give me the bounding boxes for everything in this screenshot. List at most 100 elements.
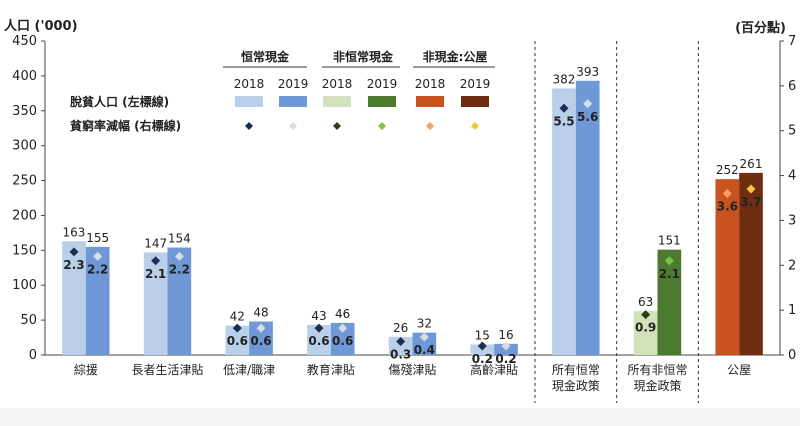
y-left-tick-label: 150 <box>12 243 37 258</box>
legend-diamond-swatch <box>333 122 341 130</box>
bar-2019 <box>412 332 437 355</box>
category-label: 所有非恒常 <box>627 363 687 377</box>
rate-2019-diamond <box>256 323 266 333</box>
y-left-tick-label: 350 <box>12 104 37 119</box>
category-label: 低津/職津 <box>223 363 275 377</box>
bar-2019-value: 46 <box>335 307 350 321</box>
bar-2019-value: 155 <box>86 231 109 245</box>
bar-2019-value: 16 <box>498 328 513 342</box>
category-label: 現金政策 <box>633 378 681 393</box>
legend: 恒常現金 非恒常現金 非現金:公屋 2018 2019 2018 2019 2018 2019 脫… <box>70 49 495 133</box>
y-right-tick-label: 1 <box>788 303 796 318</box>
legend-year: 2019 <box>367 77 398 91</box>
rate-2019-diamond <box>419 332 429 342</box>
rate-2019-label: 0.4 <box>414 343 435 357</box>
bar-2019 <box>249 321 273 355</box>
rate-2019-label: 0.6 <box>332 334 353 348</box>
bar-2019-value: 261 <box>740 157 763 171</box>
legend-diamond-swatch <box>378 122 386 130</box>
legend-row-label: 貧窮率減幅 (右標線) <box>70 118 181 133</box>
y-left-tick-label: 100 <box>12 278 37 293</box>
bar-2018 <box>62 241 86 355</box>
rate-2018-diamond <box>151 256 161 266</box>
y-left-tick-label: 200 <box>12 208 37 223</box>
legend-bar-swatch <box>416 96 444 107</box>
rate-2018-label: 0.2 <box>472 352 493 366</box>
rate-2018-label: 3.6 <box>717 200 738 214</box>
bar-2018 <box>225 325 250 355</box>
legend-bar-swatch <box>461 96 489 107</box>
legend-year: 2019 <box>460 77 491 91</box>
rate-2019-label: 0.6 <box>250 334 271 348</box>
bar-2018-value: 163 <box>63 225 86 239</box>
bar-2018 <box>633 311 658 355</box>
bar-2018 <box>307 324 331 355</box>
y-right-tick-label: 2 <box>788 258 796 273</box>
bar-2018-value: 382 <box>553 72 576 86</box>
y-right-tick-label: 7 <box>788 34 796 49</box>
rate-2019-diamond <box>746 184 756 194</box>
y-right-tick-label: 0 <box>788 348 796 363</box>
y-left-tick-label: 400 <box>12 69 37 84</box>
category-label: 教育津貼 <box>307 362 355 377</box>
bar-2019-value: 151 <box>658 234 681 248</box>
rate-2019-label: 3.7 <box>740 195 761 209</box>
rate-2018-diamond <box>314 323 324 333</box>
y-right-tick-label: 4 <box>788 169 796 184</box>
legend-diamond-swatch <box>426 122 434 130</box>
category-label: 現金政策 <box>552 378 600 393</box>
rate-2018-diamond <box>641 310 651 320</box>
category-label: 傷殘津貼 <box>388 362 436 377</box>
legend-group-name: 非恒常現金 <box>333 49 394 64</box>
bar-2018-value: 252 <box>716 163 739 177</box>
rate-2018-diamond <box>559 103 569 113</box>
y-right-tick-label: 3 <box>788 213 796 228</box>
rate-2018-diamond <box>477 341 487 351</box>
legend-diamond-swatch <box>289 122 297 130</box>
rate-2019-label: 2.2 <box>169 262 190 276</box>
legend-diamond-swatch <box>471 122 479 130</box>
rate-2018-diamond <box>232 323 242 333</box>
bar-2019 <box>575 80 600 356</box>
rate-2019-diamond <box>501 341 511 351</box>
legend-year: 2018 <box>322 77 353 91</box>
y-left-tick-label: 0 <box>29 348 37 363</box>
bar-2019 <box>167 247 192 355</box>
legend-bar-swatch <box>368 96 396 107</box>
legend-bar-swatch <box>279 96 307 107</box>
rate-2019-diamond <box>93 251 103 261</box>
rate-2019-diamond <box>583 99 593 109</box>
legend-year: 2018 <box>415 77 446 91</box>
bar-2019-value: 32 <box>417 317 432 331</box>
legend-year: 2019 <box>278 77 309 91</box>
y-left-tick-label: 300 <box>12 139 37 154</box>
rate-2018-diamond <box>722 189 732 199</box>
y-axis-right-title: (百分點) <box>735 20 786 36</box>
y-left-tick-label: 250 <box>12 174 37 189</box>
category-label: 綜援 <box>74 363 98 377</box>
bar-2018-value: 15 <box>475 329 490 343</box>
legend-diamond-swatch <box>245 122 253 130</box>
rate-2019-label: 2.1 <box>659 267 680 281</box>
bar-2018 <box>143 252 168 355</box>
bar-2018 <box>552 88 576 356</box>
legend-year: 2018 <box>234 77 265 91</box>
bar-2018-value: 147 <box>144 236 167 250</box>
rate-2019-diamond <box>174 251 184 261</box>
rate-2019-diamond <box>664 256 674 266</box>
bar-2018-value: 43 <box>311 309 326 323</box>
y-right-tick-label: 5 <box>788 124 796 139</box>
rate-2018-label: 2.1 <box>145 267 166 281</box>
rate-2019-label: 0.2 <box>495 352 516 366</box>
rate-2018-label: 0.6 <box>227 334 248 348</box>
category-label: 長者生活津貼 <box>131 362 203 377</box>
rate-2018-label: 5.5 <box>553 114 574 128</box>
rate-2019-label: 2.2 <box>87 262 108 276</box>
y-right-tick-label: 6 <box>788 79 796 94</box>
y-left-tick-label: 50 <box>20 313 37 328</box>
bar-2018 <box>715 179 740 355</box>
bar-2018-value: 63 <box>638 295 653 309</box>
rate-2018-diamond <box>396 337 406 347</box>
